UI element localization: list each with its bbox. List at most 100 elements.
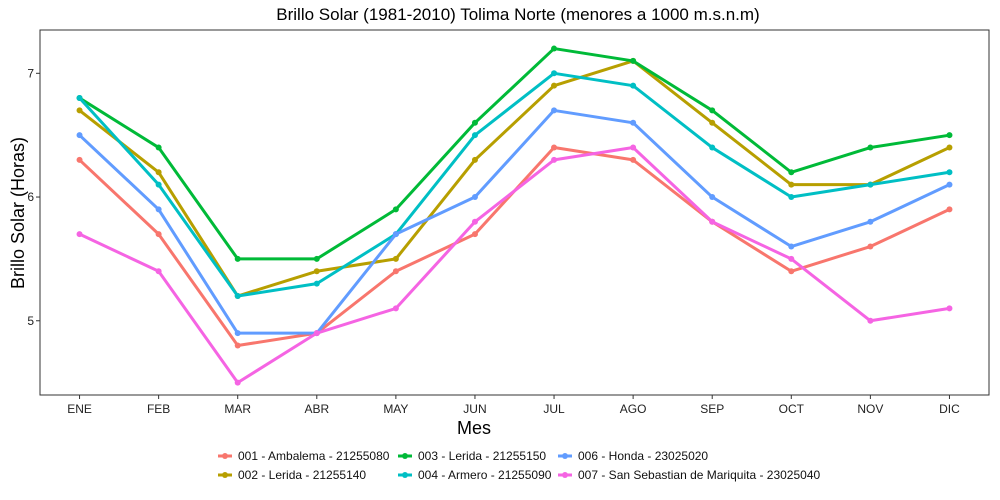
data-point xyxy=(313,280,320,287)
data-point xyxy=(392,268,399,275)
data-point xyxy=(788,169,795,176)
data-point xyxy=(788,243,795,250)
data-point xyxy=(551,82,558,89)
data-point xyxy=(471,132,478,139)
x-tick-label: MAR xyxy=(224,402,251,416)
data-point xyxy=(867,181,874,188)
data-point xyxy=(946,181,953,188)
data-point xyxy=(392,255,399,262)
legend-key-point xyxy=(222,472,228,478)
data-point xyxy=(471,156,478,163)
data-point xyxy=(234,330,241,337)
legend-label: 002 - Lerida - 21255140 xyxy=(238,468,366,482)
data-point xyxy=(867,144,874,151)
data-point xyxy=(946,305,953,312)
data-point xyxy=(867,218,874,225)
data-point xyxy=(234,293,241,300)
data-point xyxy=(630,144,637,151)
data-point xyxy=(392,206,399,213)
data-point xyxy=(630,82,637,89)
data-point xyxy=(234,342,241,349)
data-point xyxy=(155,169,162,176)
data-point xyxy=(471,194,478,201)
series-0 xyxy=(76,144,953,349)
y-tick-label: 7 xyxy=(27,66,34,80)
data-point xyxy=(709,194,716,201)
plot-panel xyxy=(39,29,990,396)
data-point xyxy=(630,57,637,64)
legend-label: 004 - Armero - 21255090 xyxy=(418,468,552,482)
data-point xyxy=(788,255,795,262)
data-point xyxy=(630,156,637,163)
x-tick-label: OCT xyxy=(779,402,805,416)
data-point xyxy=(234,379,241,386)
series-line xyxy=(78,146,951,348)
data-point xyxy=(551,107,558,114)
data-point xyxy=(946,144,953,151)
x-tick-label: ENE xyxy=(67,402,92,416)
series-line xyxy=(78,146,951,385)
data-point xyxy=(313,268,320,275)
series-line xyxy=(78,47,951,261)
data-point xyxy=(551,45,558,52)
series-2 xyxy=(76,45,953,262)
data-point xyxy=(155,144,162,151)
data-point xyxy=(76,95,83,102)
data-point xyxy=(551,70,558,77)
data-point xyxy=(551,144,558,151)
legend-item: 001 - Ambalema - 21255080 xyxy=(218,449,390,463)
data-point xyxy=(788,268,795,275)
data-point xyxy=(867,317,874,324)
data-point xyxy=(392,305,399,312)
data-point xyxy=(471,119,478,126)
x-tick-label: JUL xyxy=(543,402,565,416)
data-point xyxy=(788,181,795,188)
x-axis-title: Mes xyxy=(457,418,491,438)
x-tick-label: SEP xyxy=(700,402,724,416)
data-point xyxy=(76,156,83,163)
data-point xyxy=(867,243,874,250)
y-tick-label: 6 xyxy=(27,190,34,204)
x-tick-label: DIC xyxy=(939,402,960,416)
data-point xyxy=(392,231,399,238)
data-point xyxy=(709,218,716,225)
series-line xyxy=(78,108,951,335)
data-point xyxy=(155,231,162,238)
data-point xyxy=(76,231,83,238)
legend-item: 002 - Lerida - 21255140 xyxy=(218,468,366,482)
x-tick-label: ABR xyxy=(304,402,329,416)
legend-key-point xyxy=(402,472,408,478)
x-tick-label: JUN xyxy=(463,402,486,416)
legend-label: 003 - Lerida - 21255150 xyxy=(418,449,546,463)
data-point xyxy=(946,132,953,139)
legend-item: 003 - Lerida - 21255150 xyxy=(398,449,546,463)
data-point xyxy=(709,119,716,126)
legend-item: 006 - Honda - 23025020 xyxy=(558,449,708,463)
data-point xyxy=(155,268,162,275)
legend-key-point xyxy=(222,453,228,459)
series-4 xyxy=(76,107,953,337)
y-axis: 5 6 7 xyxy=(27,66,40,328)
x-axis: ENE FEB MAR ABR MAY JUN JUL AGO SEP OCT NOV DIC xyxy=(67,395,960,416)
legend-label: 007 - San Sebastian de Mariquita - 23025… xyxy=(578,468,820,482)
legend-label: 006 - Honda - 23025020 xyxy=(578,449,708,463)
data-point xyxy=(709,107,716,114)
data-point xyxy=(471,231,478,238)
data-point xyxy=(155,206,162,213)
data-point xyxy=(946,169,953,176)
data-point xyxy=(630,119,637,126)
data-point xyxy=(709,144,716,151)
series-line xyxy=(78,71,951,298)
data-point xyxy=(76,107,83,114)
series-5 xyxy=(76,144,953,386)
legend-item: 007 - San Sebastian de Mariquita - 23025… xyxy=(558,468,820,482)
data-point xyxy=(234,255,241,262)
data-point xyxy=(76,132,83,139)
series-layer xyxy=(76,45,953,386)
x-tick-label: NOV xyxy=(857,402,883,416)
legend-key-point xyxy=(562,472,568,478)
data-point xyxy=(946,206,953,213)
x-tick-label: AGO xyxy=(620,402,647,416)
data-point xyxy=(788,194,795,201)
